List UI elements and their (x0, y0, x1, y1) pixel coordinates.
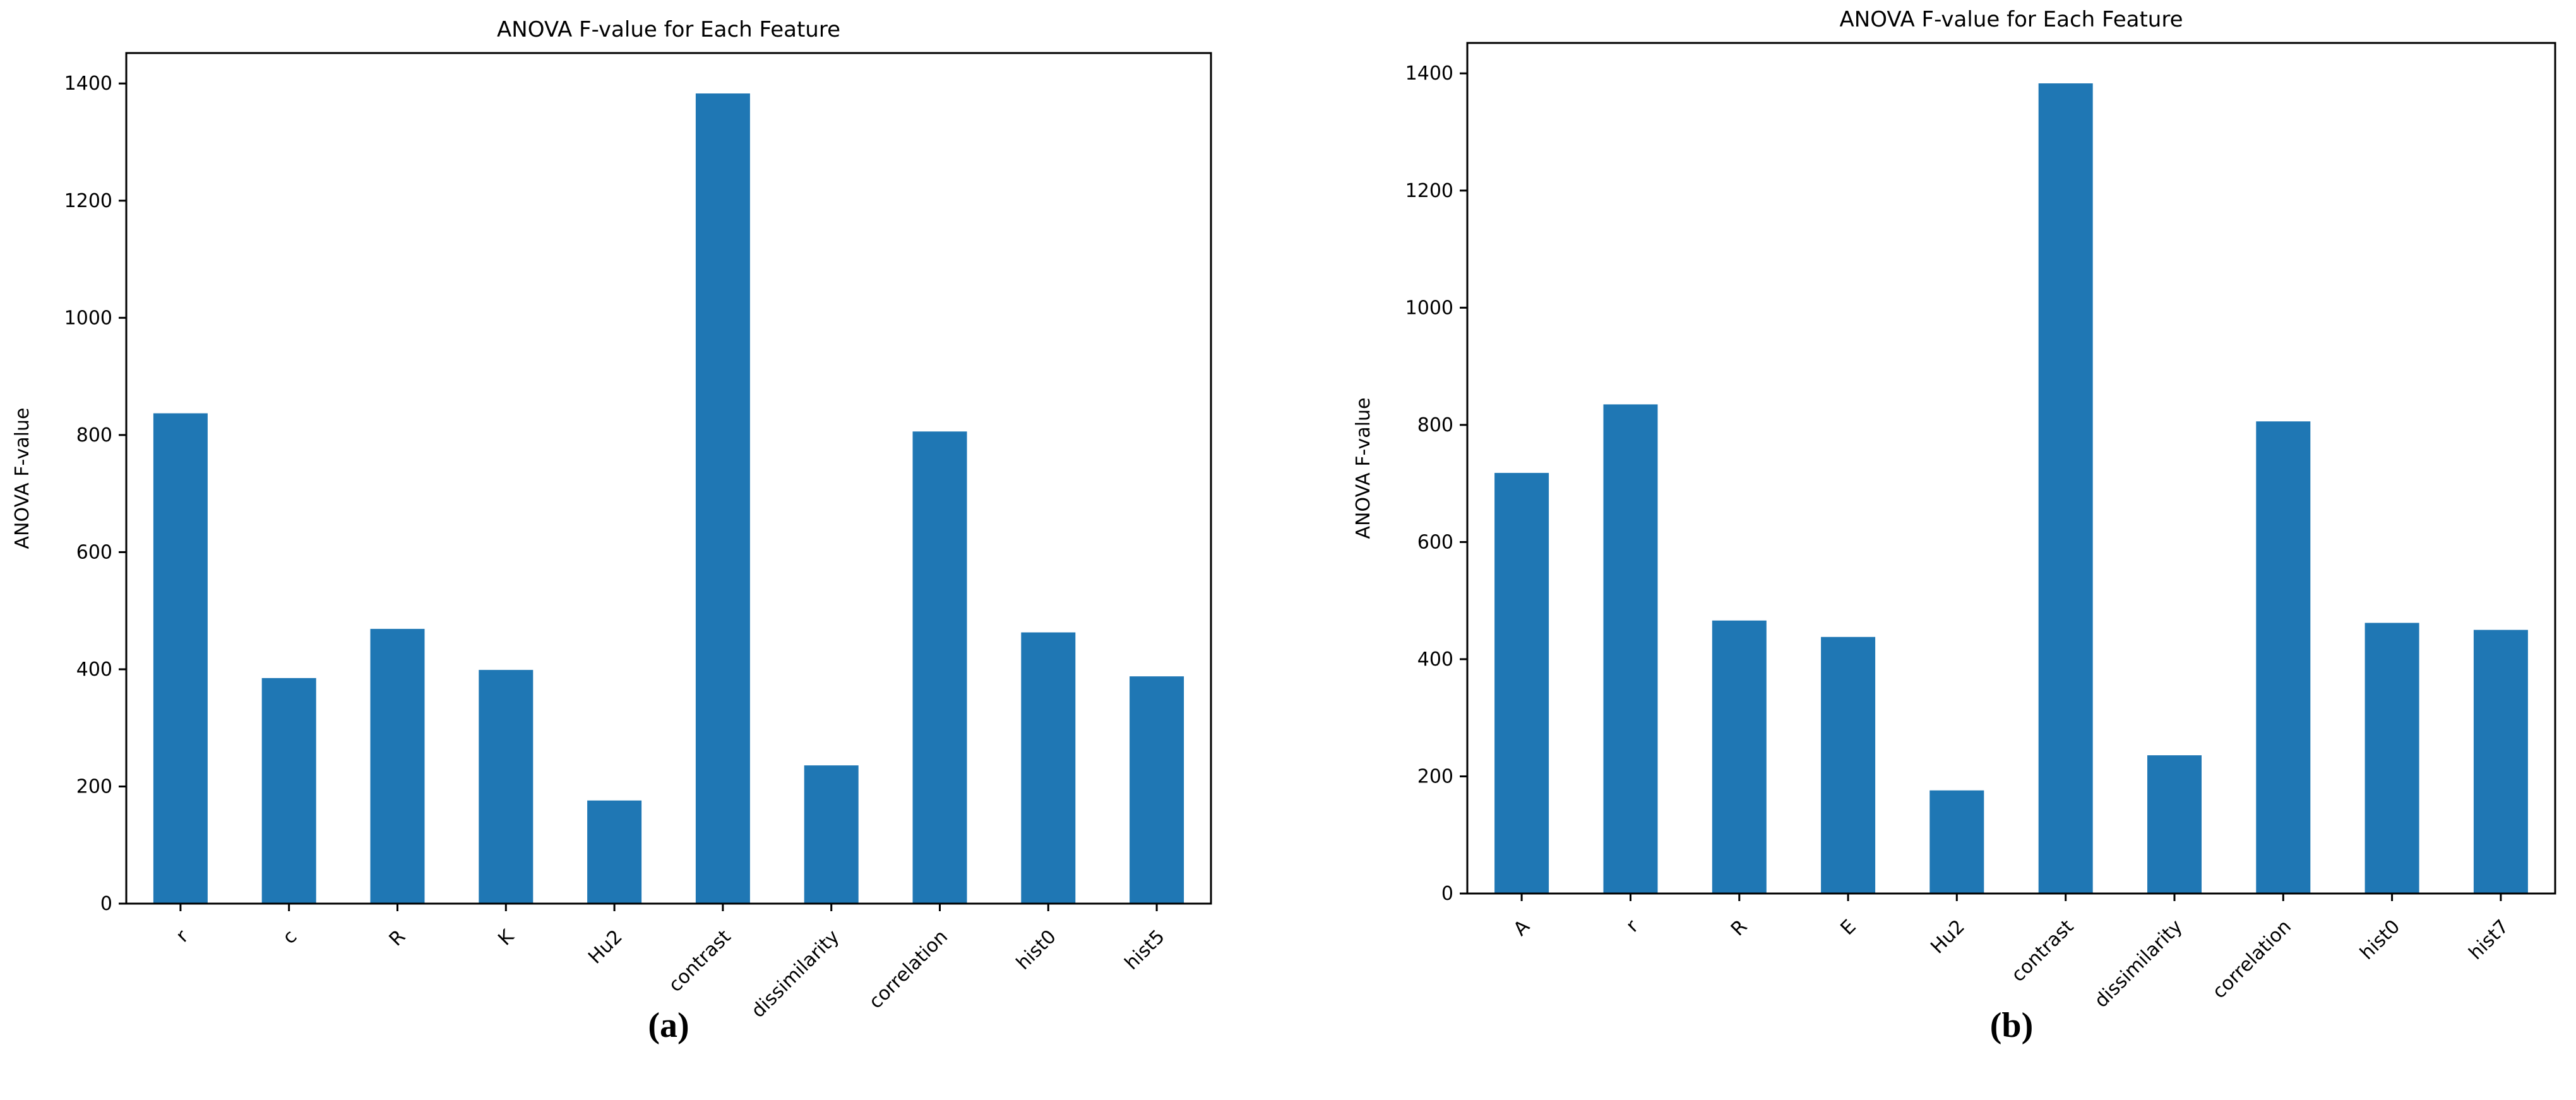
y-axis: 0 200 400 600 800 1000 1200 1400 (64, 73, 126, 915)
x-tick-label-hist0: hist0 (1012, 926, 1061, 974)
bar-dissimilarity (804, 765, 859, 904)
y-tick-label: 1000 (64, 307, 112, 329)
bars (153, 93, 1184, 904)
axes-spines (125, 52, 1212, 905)
chart-a: 0 200 400 600 800 1000 1200 1400 r c R K Hu2 contrast… (11, 17, 1212, 1022)
y-tick-label: 1400 (64, 73, 112, 95)
y-tick-label: 1400 (1405, 63, 1453, 85)
bar-r (1603, 404, 1658, 894)
x-tick-label-r: r (1622, 915, 1643, 936)
bar-Hu2 (1929, 790, 1984, 894)
x-tick-label-R: R (385, 926, 410, 950)
bar-R (370, 628, 425, 904)
x-tick-label-Hu2: Hu2 (1926, 916, 1969, 959)
bar-hist0 (1021, 632, 1076, 904)
bar-contrast (2038, 83, 2093, 894)
x-axis: r c R K Hu2 contrast dissimilarity correlation h… (172, 904, 1169, 1022)
bar-A (1494, 472, 1549, 894)
x-tick-label-correlation: correlation (865, 926, 953, 1013)
bar-hist5 (1130, 676, 1184, 904)
bar-contrast (695, 93, 750, 904)
subfigure-caption-b: (b) (1989, 1006, 2034, 1045)
bars (1494, 83, 2528, 894)
bar-hist7 (2473, 630, 2528, 894)
y-axis: 0 200 400 600 800 1000 1200 1400 (1405, 63, 1467, 905)
y-tick-label: 400 (1417, 649, 1453, 671)
bar-E (1821, 637, 1876, 894)
x-tick-label-dissimilarity: dissimilarity (2090, 916, 2187, 1012)
x-tick-label-dissimilarity: dissimilarity (747, 926, 844, 1022)
y-tick-label: 200 (76, 776, 112, 798)
x-tick-label-hist7: hist7 (2465, 916, 2513, 964)
bar-hist0 (2364, 623, 2419, 894)
x-tick-label-R: R (1727, 916, 1751, 940)
x-tick-label-c: c (278, 926, 301, 948)
x-tick-label-contrast: contrast (664, 926, 735, 996)
y-tick-label: 400 (76, 659, 112, 681)
axes-spines (1466, 42, 2556, 895)
y-tick-label: 600 (76, 541, 112, 563)
bar-correlation (2256, 421, 2311, 894)
x-tick-label-Hu2: Hu2 (584, 926, 627, 969)
bar-dissimilarity (2147, 755, 2202, 894)
y-axis-label: ANOVA F-value (1352, 398, 1374, 539)
y-tick-label: 800 (76, 424, 112, 446)
bar-R (1712, 620, 1767, 894)
bar-r (153, 413, 208, 904)
y-tick-label: 0 (1441, 883, 1453, 905)
chart-b: 0 200 400 600 800 1000 1200 1400 A r R E Hu2 contrast… (1352, 7, 2556, 1012)
y-axis-label: ANOVA F-value (11, 408, 33, 549)
x-tick-label-hist5: hist5 (1121, 926, 1169, 974)
y-tick-label: 1200 (64, 190, 112, 212)
x-tick-label-contrast: contrast (2007, 916, 2078, 986)
y-tick-label: 0 (100, 893, 112, 915)
x-tick-label-hist0: hist0 (2356, 916, 2404, 964)
bar-correlation (912, 431, 967, 904)
y-tick-label: 600 (1417, 531, 1453, 553)
chart-title: ANOVA F-value for Each Feature (1840, 7, 2183, 32)
x-tick-label-E: E (1837, 916, 1861, 940)
y-tick-label: 1000 (1405, 297, 1453, 319)
y-tick-label: 800 (1417, 414, 1453, 436)
x-tick-label-A: A (1509, 916, 1534, 941)
x-tick-label-correlation: correlation (2208, 916, 2296, 1003)
x-tick-label-r: r (172, 925, 193, 947)
bar-Hu2 (587, 800, 642, 904)
chart-title: ANOVA F-value for Each Feature (497, 17, 840, 42)
bar-K (479, 669, 534, 904)
x-tick-label-K: K (494, 925, 519, 950)
bar-c (261, 678, 316, 904)
subfigure-caption-a: (a) (648, 1006, 689, 1045)
y-tick-label: 200 (1417, 766, 1453, 788)
y-tick-label: 1200 (1405, 180, 1453, 202)
